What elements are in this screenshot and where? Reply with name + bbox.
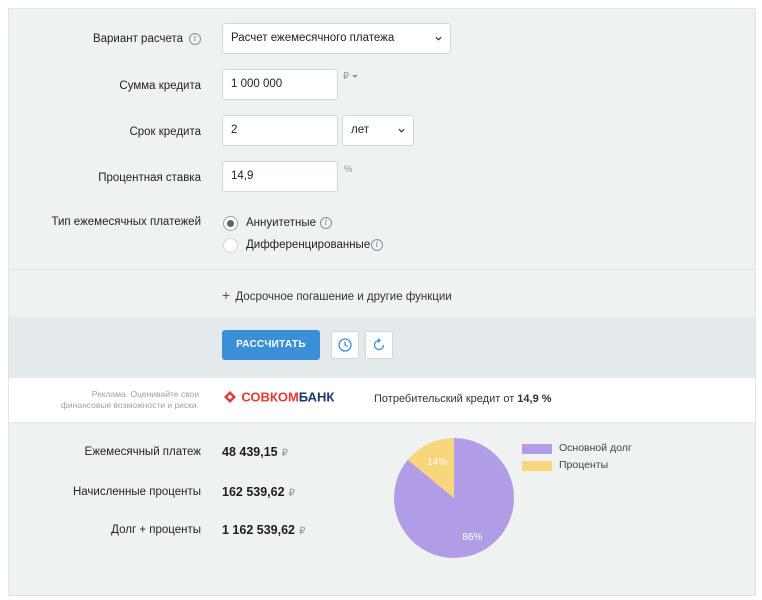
monthly-payment-label: Ежемесячный платеж bbox=[84, 446, 201, 458]
monthly-payment-amount: 48 439,15 bbox=[222, 445, 278, 459]
ad-disclaimer-line1: Реклама. Оценивайте свои bbox=[91, 389, 199, 399]
currency-dropdown[interactable]: ₽ bbox=[343, 71, 358, 82]
currency-symbol: ₽ bbox=[343, 71, 350, 82]
info-icon[interactable]: i bbox=[371, 239, 383, 251]
loan-term-unit-value: лет bbox=[351, 124, 369, 136]
bank-name-red: СОВКОМ bbox=[241, 389, 299, 405]
percent-unit: % bbox=[344, 164, 353, 175]
interest-rate-value: 14,9 bbox=[231, 170, 254, 182]
currency-symbol: ₽ bbox=[281, 448, 288, 459]
loan-amount-value: 1 000 000 bbox=[231, 78, 283, 90]
info-icon[interactable]: i bbox=[320, 217, 332, 229]
ad-offer: Потребительский кредит от 14,9 % bbox=[374, 393, 552, 405]
chevron-down-icon bbox=[398, 128, 405, 133]
plus-icon: + bbox=[222, 287, 231, 303]
payment-type-label: Тип ежемесячных платежей bbox=[51, 216, 201, 228]
info-icon[interactable]: i bbox=[189, 33, 201, 45]
history-button[interactable] bbox=[331, 331, 359, 359]
total-label: Долг + проценты bbox=[111, 524, 201, 536]
calc-variant-value: Расчет ежемесячного платежа bbox=[231, 32, 395, 44]
currency-symbol: ₽ bbox=[288, 488, 295, 499]
pie-slice-interest bbox=[407, 438, 454, 498]
radio-differentiated[interactable] bbox=[223, 238, 238, 253]
loan-term-value: 2 bbox=[231, 124, 238, 136]
legend-label-principal: Основной долг bbox=[559, 442, 632, 454]
radio-annuity[interactable] bbox=[223, 216, 238, 231]
currency-symbol: ₽ bbox=[299, 526, 306, 537]
total-value: 1 162 539,62 ₽ bbox=[222, 523, 305, 537]
interest-rate-label: Процентная ставка bbox=[98, 172, 201, 184]
loan-term-label: Срок кредита bbox=[129, 126, 201, 138]
calculator-card: Вариант расчета i Расчет ежемесячного пл… bbox=[8, 8, 756, 596]
legend-label-interest: Проценты bbox=[559, 459, 609, 471]
extra-functions-link[interactable]: + Досрочное погашение и другие функции bbox=[222, 287, 452, 303]
pie-label-principal: 86% bbox=[462, 532, 482, 543]
radio-annuity-label: Аннуитетные bbox=[246, 217, 316, 229]
clock-icon bbox=[338, 338, 352, 352]
ad-offer-text: Потребительский кредит от bbox=[374, 393, 518, 405]
extra-functions-label: Досрочное погашение и другие функции bbox=[235, 291, 452, 303]
divider bbox=[9, 269, 755, 270]
sovcombank-logo-icon bbox=[224, 391, 236, 403]
loan-term-unit-select[interactable]: лет bbox=[342, 115, 414, 146]
chevron-down-icon bbox=[435, 36, 442, 41]
ad-disclaimer-line2: финансовые возможности и риски. bbox=[60, 400, 199, 410]
pie-chart: 86% 14% bbox=[394, 438, 514, 558]
calc-variant-select[interactable]: Расчет ежемесячного платежа bbox=[222, 23, 451, 54]
loan-amount-label: Сумма кредита bbox=[119, 80, 201, 92]
ad-offer-rate: 14,9 % bbox=[517, 393, 552, 405]
reset-button[interactable] bbox=[365, 331, 393, 359]
loan-term-input[interactable]: 2 bbox=[222, 115, 338, 146]
calculate-button[interactable]: РАССЧИТАТЬ bbox=[222, 330, 320, 360]
caret-down-icon bbox=[351, 74, 358, 78]
accrued-interest-amount: 162 539,62 bbox=[222, 485, 285, 499]
interest-rate-input[interactable]: 14,9 bbox=[222, 161, 338, 192]
legend-swatch-interest bbox=[522, 461, 552, 471]
bank-name-blue: БАНК bbox=[298, 389, 335, 405]
total-amount: 1 162 539,62 bbox=[222, 523, 295, 537]
pie-label-interest: 14% bbox=[427, 457, 447, 468]
loan-amount-input[interactable]: 1 000 000 bbox=[222, 69, 338, 100]
calc-variant-label: Вариант расчета bbox=[92, 33, 183, 45]
ad-disclaimer: Реклама. Оценивайте свои финансовые возм… bbox=[19, 389, 199, 411]
legend-swatch-principal bbox=[522, 444, 552, 454]
sovcombank-logo: СОВКОМБАНК bbox=[222, 389, 334, 405]
monthly-payment-value: 48 439,15 ₽ bbox=[222, 445, 288, 459]
ad-banner[interactable]: Реклама. Оценивайте свои финансовые возм… bbox=[9, 377, 755, 423]
refresh-icon bbox=[373, 338, 385, 351]
radio-differentiated-label: Дифференцированные bbox=[246, 239, 371, 251]
accrued-interest-value: 162 539,62 ₽ bbox=[222, 485, 295, 499]
accrued-interest-label: Начисленные проценты bbox=[72, 486, 201, 498]
